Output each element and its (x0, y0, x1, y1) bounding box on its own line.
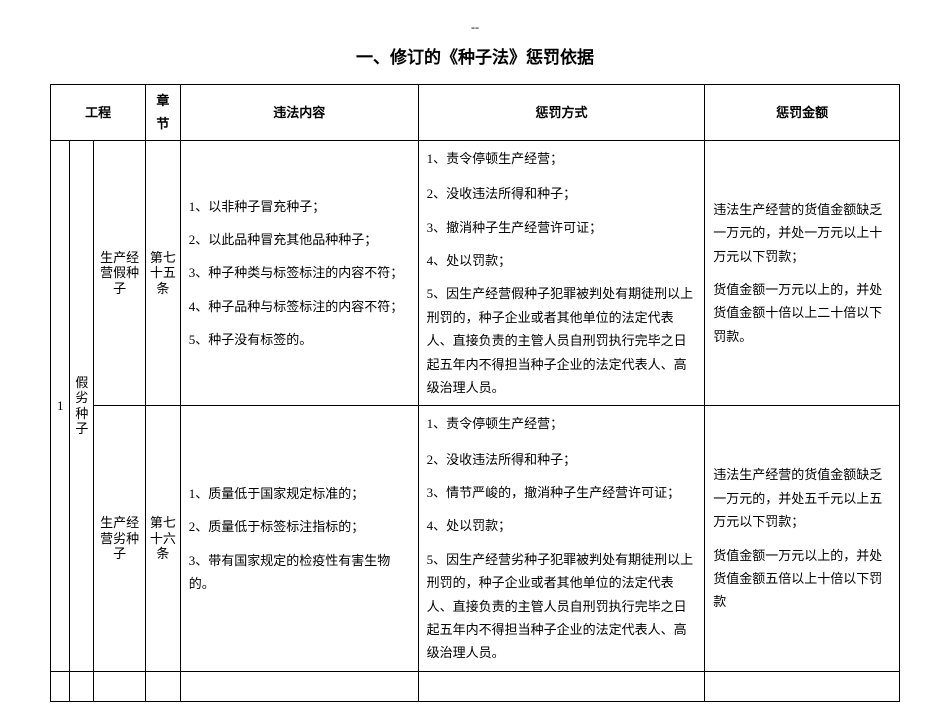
method-item: 3、情节严峻的，撤消种子生产经营许可证； (427, 481, 697, 504)
violation-item: 1、质量低于国家规定标准的； (189, 482, 410, 505)
header-violation: 违法内容 (180, 85, 418, 141)
method-item: 2、没收违法所得和种子； (427, 182, 697, 205)
sub-cell: 生产经 营假种 子 (94, 140, 146, 406)
method-item: 1、责令停顿生产经营； (427, 147, 697, 170)
violation-item: 4、种子品种与标签标注的内容不符； (189, 295, 410, 318)
blank-cell (51, 671, 70, 701)
violation-item: 2、质量低于标签标注指标的； (189, 515, 410, 538)
amount-item: 货值金额一万元以上的，并处货值金额十倍以上二十倍以下罚款。 (713, 278, 891, 348)
violation-item: 3、种子种类与标签标注的内容不符； (189, 261, 410, 284)
chapter-line: 第七 (148, 250, 178, 266)
blank-cell (705, 671, 900, 701)
page-title: 一、修订的《种子法》惩罚依据 (50, 43, 900, 68)
sub-line: 营劣种 (96, 531, 143, 547)
table-row: 生产经 营劣种 子 第七 十六 条 1、质量低于国家规定标准的； 2、质量低于标… (51, 406, 900, 442)
method-item: 5、因生产经营假种子犯罪被判处有期徒刑以上刑罚的，种子企业或者其他单位的法定代表… (427, 282, 697, 399)
blank-cell (94, 671, 146, 701)
method-item: 1、责令停顿生产经营； (427, 412, 697, 435)
table-row: 1 假 劣 种 子 生产经 营假种 子 第七 十五 条 1、以非种子冒充种子； … (51, 140, 900, 176)
chapter-line: 第七 (148, 515, 178, 531)
method-cell-bottom: 2、没收违法所得和种子； 3、撤消种子生产经营许可证； 4、处以罚款； 5、因生… (418, 176, 705, 406)
sub-line: 生产经 (96, 250, 143, 266)
sub-line: 子 (96, 546, 143, 562)
amount-item: 违法生产经营的货值金额缺乏一万元的，并处五千元以上五万元以下罚款； (713, 463, 891, 533)
method-cell-bottom: 2、没收违法所得和种子； 3、情节严峻的，撤消种子生产经营许可证； 4、处以罚款… (418, 442, 705, 672)
chapter-line: 条 (148, 281, 178, 297)
header-project: 工程 (51, 85, 146, 141)
method-item: 3、撤消种子生产经营许可证； (427, 216, 697, 239)
chapter-cell: 第七 十五 条 (146, 140, 181, 406)
header-method: 惩罚方式 (418, 85, 705, 141)
table-row-blank (51, 671, 900, 701)
violation-item: 3、带有国家规定的检疫性有害生物的。 (189, 549, 410, 596)
law-table: 工程 章节 违法内容 惩罚方式 惩罚金额 1 假 劣 种 子 生产经 营假种 子… (50, 84, 900, 702)
violation-cell: 1、质量低于国家规定标准的； 2、质量低于标签标注指标的； 3、带有国家规定的检… (180, 406, 418, 672)
amount-cell: 违法生产经营的货值金额缺乏一万元的，并处五千元以上五万元以下罚款； 货值金额一万… (705, 406, 900, 672)
category-char: 假 (72, 375, 91, 391)
sub-line: 子 (96, 281, 143, 297)
violation-item: 1、以非种子冒充种子； (189, 195, 410, 218)
method-cell-top: 1、责令停顿生产经营； (418, 406, 705, 442)
category-char: 子 (72, 421, 91, 437)
blank-cell (180, 671, 418, 701)
header-amount: 惩罚金额 (705, 85, 900, 141)
sub-cell: 生产经 营劣种 子 (94, 406, 146, 672)
chapter-line: 条 (148, 546, 178, 562)
blank-cell (418, 671, 705, 701)
violation-item: 2、以此品种冒充其他品种种子； (189, 228, 410, 251)
blank-cell (70, 671, 94, 701)
chapter-cell: 第七 十六 条 (146, 406, 181, 672)
category-cell: 假 劣 种 子 (70, 140, 94, 671)
violation-cell: 1、以非种子冒充种子； 2、以此品种冒充其他品种种子； 3、种子种类与标签标注的… (180, 140, 418, 406)
page-dash: -- (50, 20, 900, 35)
sub-line: 生产经 (96, 515, 143, 531)
amount-item: 货值金额一万元以上的，并处货值金额五倍以上十倍以下罚款 (713, 544, 891, 614)
method-item: 4、处以罚款； (427, 514, 697, 537)
blank-cell (146, 671, 181, 701)
amount-item: 违法生产经营的货值金额缺乏一万元的，并处一万元以上十万元以下罚款； (713, 198, 891, 268)
method-cell-top: 1、责令停顿生产经营； (418, 140, 705, 176)
header-chapter: 章节 (146, 85, 181, 141)
method-item: 5、因生产经营劣种子犯罪被判处有期徒刑以上刑罚的，种子企业或者其他单位的法定代表… (427, 548, 697, 665)
category-char: 劣 (72, 390, 91, 406)
method-item: 2、没收违法所得和种子； (427, 448, 697, 471)
amount-cell: 违法生产经营的货值金额缺乏一万元的，并处一万元以上十万元以下罚款； 货值金额一万… (705, 140, 900, 406)
chapter-line: 十六 (148, 531, 178, 547)
method-item: 4、处以罚款； (427, 249, 697, 272)
chapter-line: 十五 (148, 265, 178, 281)
row-index: 1 (51, 140, 70, 671)
category-char: 种 (72, 406, 91, 422)
violation-item: 5、种子没有标签的。 (189, 328, 410, 351)
table-header-row: 工程 章节 违法内容 惩罚方式 惩罚金额 (51, 85, 900, 141)
sub-line: 营假种 (96, 265, 143, 281)
